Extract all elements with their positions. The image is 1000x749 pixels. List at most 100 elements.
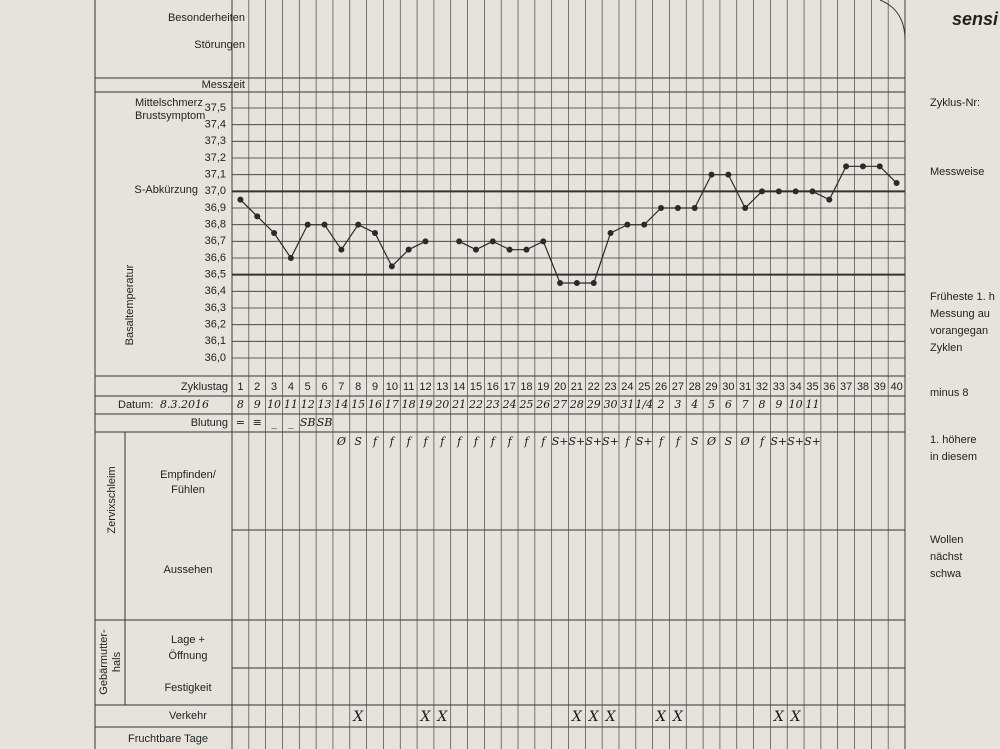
cycle-day: 27 xyxy=(672,381,684,393)
y-tick-label: 37,4 xyxy=(205,119,226,131)
mucus: f xyxy=(490,435,497,448)
date: 5 xyxy=(708,398,715,411)
cycle-day: 34 xyxy=(790,381,802,393)
intercourse: X xyxy=(588,709,600,725)
date: 11 xyxy=(284,398,298,411)
y-tick-label: 37,0 xyxy=(205,185,226,197)
mucus: f xyxy=(540,435,547,448)
temperature-point xyxy=(826,196,833,203)
date: 22 xyxy=(468,398,483,411)
date: 1/4 xyxy=(635,398,653,411)
intercourse: X xyxy=(773,709,785,725)
temperature-point xyxy=(641,221,648,228)
temperature-point xyxy=(456,238,463,245)
cycle-day: 7 xyxy=(338,381,344,393)
side-text: in diesem xyxy=(930,451,977,463)
bleeding: ≡ xyxy=(253,416,262,429)
side-text: 1. höhere xyxy=(930,434,976,446)
temperature-point xyxy=(388,263,395,270)
date: 8 xyxy=(758,398,765,411)
y-tick-label: 37,2 xyxy=(205,152,226,164)
temperature-point xyxy=(405,246,412,253)
bleeding: _ xyxy=(271,416,277,429)
mucus: f xyxy=(523,435,530,448)
temperature-point xyxy=(624,221,631,228)
date: 12 xyxy=(301,398,315,411)
mucus: f xyxy=(658,435,665,448)
mucus: f xyxy=(422,435,429,448)
cycle-day: 1 xyxy=(237,381,243,393)
row-label: Empfinden/ xyxy=(160,469,217,481)
temperature-point xyxy=(809,188,816,195)
y-tick-label: 36,3 xyxy=(205,302,226,314)
temperature-point xyxy=(321,221,328,228)
date: 18 xyxy=(402,398,416,411)
temperature-point xyxy=(607,230,614,236)
temperature-point xyxy=(540,238,547,245)
date: 7 xyxy=(742,398,749,411)
row-label: Aussehen xyxy=(164,564,213,576)
temperature-point xyxy=(304,221,311,228)
intercourse: X xyxy=(436,709,448,725)
row-label: Messzeit xyxy=(202,79,245,91)
cycle-day: 13 xyxy=(436,381,448,393)
cycle-day: 18 xyxy=(520,381,532,393)
temperature-point xyxy=(287,255,294,261)
cycle-day: 21 xyxy=(571,381,583,393)
cycle-day: 12 xyxy=(419,381,431,393)
bleeding: _ xyxy=(288,416,294,429)
side-text: Früheste 1. h xyxy=(930,291,995,303)
date: 23 xyxy=(485,398,500,411)
temperature-point xyxy=(708,171,715,178)
temperature-point xyxy=(742,205,749,211)
date: 26 xyxy=(535,398,550,411)
intercourse: X xyxy=(655,709,667,725)
date: 6 xyxy=(725,398,732,411)
cycle-day: 33 xyxy=(773,381,785,393)
cycle-day: 10 xyxy=(386,381,398,393)
temperature-point xyxy=(573,280,580,286)
temperature-point xyxy=(237,196,244,203)
cycle-day: 8 xyxy=(355,381,361,393)
date: 17 xyxy=(385,398,399,411)
mucus: f xyxy=(473,435,480,448)
row-label: Zyklustag xyxy=(181,381,228,393)
mucus: f xyxy=(675,435,682,448)
cycle-day: 19 xyxy=(537,381,549,393)
intercourse: X xyxy=(352,709,364,725)
cycle-day: 36 xyxy=(823,381,835,393)
date: 11 xyxy=(805,398,819,411)
date: 4 xyxy=(690,398,698,411)
temperature-point xyxy=(338,246,345,253)
temperature-point xyxy=(758,188,765,195)
mucus: f xyxy=(439,435,446,448)
intercourse: X xyxy=(605,709,617,725)
cycle-day: 29 xyxy=(705,381,717,393)
date: 27 xyxy=(552,398,567,411)
intercourse: X xyxy=(571,709,583,725)
row-label: hals xyxy=(111,651,123,672)
temperature-point xyxy=(372,230,379,236)
side-text: nächst xyxy=(930,551,962,563)
date: 10 xyxy=(789,398,803,411)
cycle-day: 25 xyxy=(638,381,650,393)
cycle-day: 38 xyxy=(857,381,869,393)
date: 2 xyxy=(657,398,665,411)
y-tick-label: 36,8 xyxy=(205,219,226,231)
brand: sensi xyxy=(952,9,999,29)
cycle-day: 39 xyxy=(874,381,886,393)
side-text: Zyklus-Nr: xyxy=(930,97,980,109)
mucus: Ø xyxy=(336,435,347,448)
date: 21 xyxy=(451,398,466,411)
cycle-day: 35 xyxy=(806,381,818,393)
mucus: f xyxy=(456,435,463,448)
row-label: Verkehr xyxy=(169,710,207,722)
cycle-day: 28 xyxy=(689,381,701,393)
side-text: schwa xyxy=(930,568,962,580)
cycle-day: 2 xyxy=(254,381,260,393)
date: 10 xyxy=(267,398,281,411)
cycle-day: 6 xyxy=(321,381,327,393)
mucus: S+ xyxy=(804,435,821,448)
temperature-point xyxy=(843,163,850,170)
